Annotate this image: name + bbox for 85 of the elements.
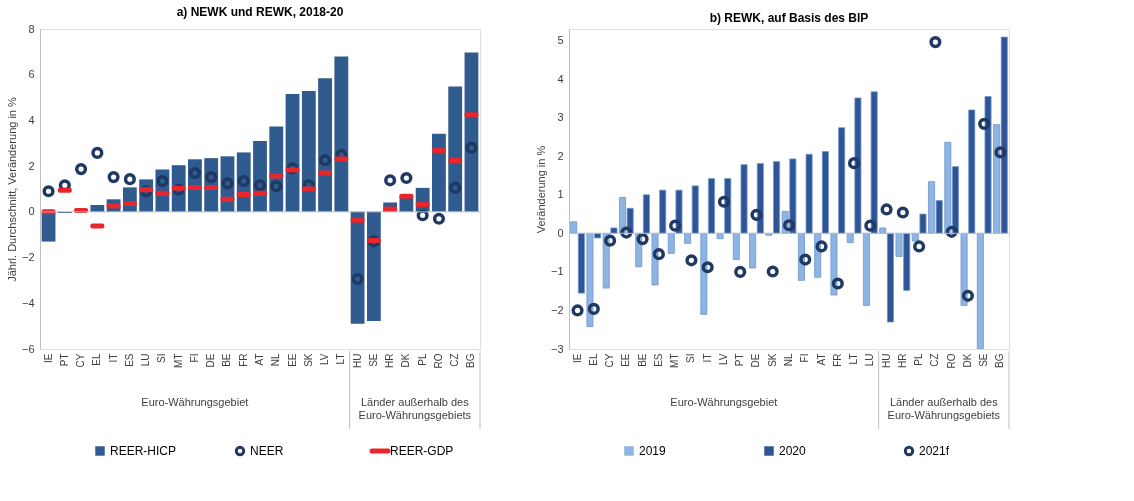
y-tick-label: 0 [28,205,35,218]
x-tick-label: FR [831,353,843,367]
y-tick-label: 6 [28,68,35,81]
chart-title: a) NEWK und REWK, 2018-20 [176,5,344,19]
y-tick-label: 2 [28,159,35,172]
x-tick-label: MT [172,353,184,368]
text: Länder außerhalb des Euro-Währungsgebiets [887,396,1001,421]
x-tick-label: DE [205,353,217,368]
x-tick-label: HU [351,353,363,368]
x-tick-label: SE [978,353,990,367]
x-tick-label: LV [319,353,331,365]
x-tick-label: LT [848,353,860,365]
x-tick-label: SI [156,353,168,363]
chart-title: b) REWK, auf Basis des BIP [709,11,869,25]
x-tick-label: FI [188,353,200,363]
x-tick-label: SI [685,353,697,363]
y-tick-label: −1 [550,265,564,278]
x-tick-label: HU [880,353,892,368]
x-tick-label: LU [140,353,152,367]
x-tick-label: NL [270,353,282,367]
x-tick-label: HR [896,353,908,368]
x-tick-label: EE [286,353,298,367]
legend-label: 2019 [639,444,667,458]
x-tick-label: LT [335,353,347,365]
x-tick-label: EL [91,353,103,366]
y-tick-label: 0 [557,226,564,239]
x-tick-label: ES [123,353,135,367]
x-tick-label: FI [799,353,811,363]
x-tick-label: HR [384,353,396,368]
x-tick-label: DK [400,353,412,368]
y-tick-label: 4 [557,72,564,85]
x-tick-label: EL [587,353,599,366]
y-tick-label: −2 [21,251,35,264]
y-tick-label: −6 [21,342,35,355]
x-tick-label: NL [783,353,794,367]
x-tick-label: IT [701,353,713,363]
y-axis-title: Jährl. Durchschnitt, Veränderung in % [5,96,18,282]
y-tick-label: 2 [557,149,564,162]
text: Euro-Währungsgebiet [141,396,249,408]
x-tick-label: CY [604,353,616,368]
x-tick-label: IT [107,353,119,363]
x-tick-label: EE [620,353,632,367]
y-tick-label: −3 [550,342,564,355]
x-tick-label: SK [766,353,778,367]
legend-label: NEER [250,444,284,458]
x-tick-label: SE [367,353,379,367]
x-tick-label: PL [416,353,428,366]
legend-label: 2020 [779,444,807,458]
x-tick-label: BE [221,353,233,367]
x-tick-label: CY [75,353,87,368]
x-tick-label: IE [42,353,54,363]
x-tick-label: PT [734,353,746,367]
y-tick-label: 3 [557,111,564,124]
x-tick-label: MT [669,353,681,368]
x-tick-label: CZ [929,353,941,367]
text: Euro-Währungsgebiet [670,396,778,408]
x-tick-label: PT [58,353,70,367]
x-tick-label: FR [237,353,249,367]
x-tick-label: BE [636,353,648,367]
y-tick-label: 5 [557,34,564,47]
y-tick-label: 1 [557,188,564,201]
legend-label: REER-GDP [390,444,454,458]
y-tick-label: 4 [28,113,35,126]
x-tick-label: ES [652,353,664,367]
x-tick-label: RO [945,353,957,369]
x-tick-label: RO [432,353,444,369]
x-tick-label: SK [302,353,314,367]
x-tick-label: DK [961,353,973,368]
x-tick-label: LU [864,353,876,367]
y-axis-title: Veränderung in % [534,145,547,234]
y-tick-label: −2 [550,303,564,316]
y-tick-label: 8 [28,22,35,35]
x-tick-label: DE [750,353,762,368]
x-tick-label: AT [815,353,827,366]
x-tick-label: BG [994,353,1006,368]
x-tick-label: LV [717,353,729,365]
x-tick-label: BG [465,353,477,368]
x-tick-label: IE [571,353,583,363]
legend-label: REER-HICP [110,444,177,458]
text: Länder außerhalb des Euro-Währungsgebiets [358,396,472,421]
legend-label: 2021f [919,444,950,458]
y-tick-label: −4 [21,296,35,309]
x-tick-label: AT [254,353,265,366]
x-tick-label: PL [913,353,925,366]
x-tick-label: CZ [449,353,461,367]
